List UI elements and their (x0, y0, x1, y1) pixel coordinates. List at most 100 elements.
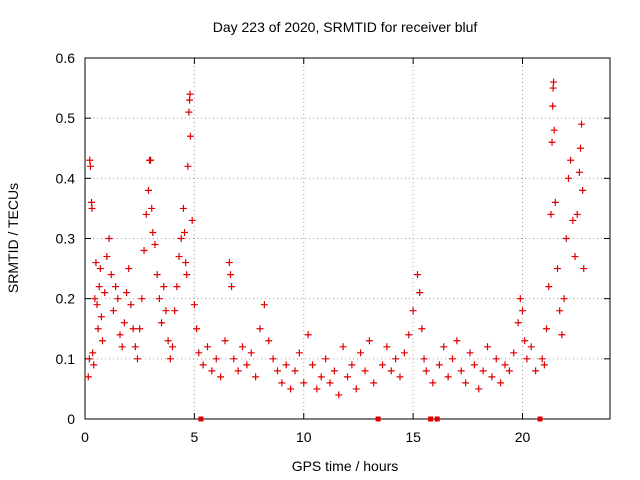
data-point (182, 259, 190, 267)
y-tick-label: 0.3 (56, 231, 76, 247)
data-point (348, 361, 356, 369)
data-point (344, 373, 351, 381)
data-point (516, 295, 524, 303)
data-point (578, 120, 586, 128)
data-point (123, 289, 131, 297)
data-point (103, 253, 111, 261)
zero-markers (198, 416, 543, 422)
data-point (158, 319, 166, 327)
data-point (488, 373, 496, 381)
data-point (153, 271, 161, 279)
data-point (269, 355, 277, 363)
data-point (501, 361, 509, 369)
data-point (282, 361, 290, 369)
data-point (466, 349, 474, 357)
y-tick-label: 0.6 (56, 50, 76, 66)
data-point (228, 283, 236, 291)
data-point (420, 355, 428, 363)
x-tick-label: 15 (405, 429, 421, 445)
data-point (95, 283, 103, 291)
data-point (550, 78, 558, 86)
data-point (88, 204, 96, 212)
data-point (339, 343, 347, 351)
data-point (538, 355, 546, 363)
data-point (335, 391, 343, 399)
data-point (527, 343, 535, 351)
y-tick-label: 0.4 (56, 170, 76, 186)
data-point (550, 126, 558, 134)
data-point (243, 361, 251, 369)
y-tick-label: 0.1 (56, 351, 76, 367)
data-point (510, 349, 518, 357)
zero-marker (537, 416, 543, 422)
data-point (92, 259, 100, 267)
data-point (120, 319, 128, 327)
data-point (101, 289, 109, 297)
data-point (548, 138, 556, 146)
data-point (317, 373, 325, 381)
data-point (148, 204, 156, 212)
data-point (86, 156, 94, 164)
data-point (416, 289, 424, 297)
data-point (409, 307, 417, 315)
data-point (429, 379, 437, 387)
data-point (260, 301, 268, 309)
data-point (497, 379, 505, 387)
y-tick-label: 0 (67, 411, 75, 427)
data-point (554, 265, 561, 273)
data-point (188, 216, 196, 224)
data-point (514, 319, 522, 327)
data-point (142, 210, 150, 218)
y-tick-label: 0.5 (56, 110, 76, 126)
data-point (322, 355, 330, 363)
data-point (94, 325, 102, 333)
data-point (540, 361, 548, 369)
data-point (151, 241, 159, 249)
data-point (558, 331, 566, 339)
data-point (114, 295, 122, 303)
data-point (226, 271, 234, 279)
data-points (84, 78, 588, 399)
data-point (99, 337, 106, 345)
data-point (212, 355, 220, 363)
data-point (475, 385, 483, 393)
data-point (160, 283, 168, 291)
data-point (435, 361, 443, 369)
data-point (112, 283, 120, 291)
data-point (414, 271, 421, 279)
data-point (357, 349, 365, 357)
data-point (109, 307, 117, 315)
data-point (575, 168, 583, 176)
data-point (179, 204, 187, 212)
data-point (291, 367, 299, 375)
data-point (547, 210, 555, 218)
data-point (186, 90, 194, 98)
data-point (131, 343, 139, 351)
data-point (252, 373, 260, 381)
data-point (370, 379, 378, 387)
data-point (177, 235, 185, 242)
data-point (379, 361, 386, 369)
x-axis-label: GPS time / hours (292, 458, 399, 474)
data-point (107, 271, 115, 279)
data-point (556, 307, 564, 315)
zero-marker (428, 416, 434, 422)
data-point (225, 259, 233, 267)
data-point (144, 186, 152, 194)
data-point (175, 253, 183, 261)
data-point (405, 331, 413, 339)
data-point (492, 355, 500, 363)
data-point (186, 132, 194, 140)
data-point (186, 96, 194, 104)
data-point (532, 367, 540, 375)
data-point (239, 343, 246, 351)
data-point (86, 162, 94, 170)
data-point (444, 373, 452, 381)
data-point (457, 367, 465, 375)
data-point (164, 337, 172, 345)
axis-ticks: 0 5 10 15 20 0 0.1 0.2 0.3 0.4 0.5 0.6 (56, 50, 610, 445)
data-point (84, 373, 92, 381)
grid-lines (85, 58, 610, 419)
data-point (330, 367, 338, 375)
